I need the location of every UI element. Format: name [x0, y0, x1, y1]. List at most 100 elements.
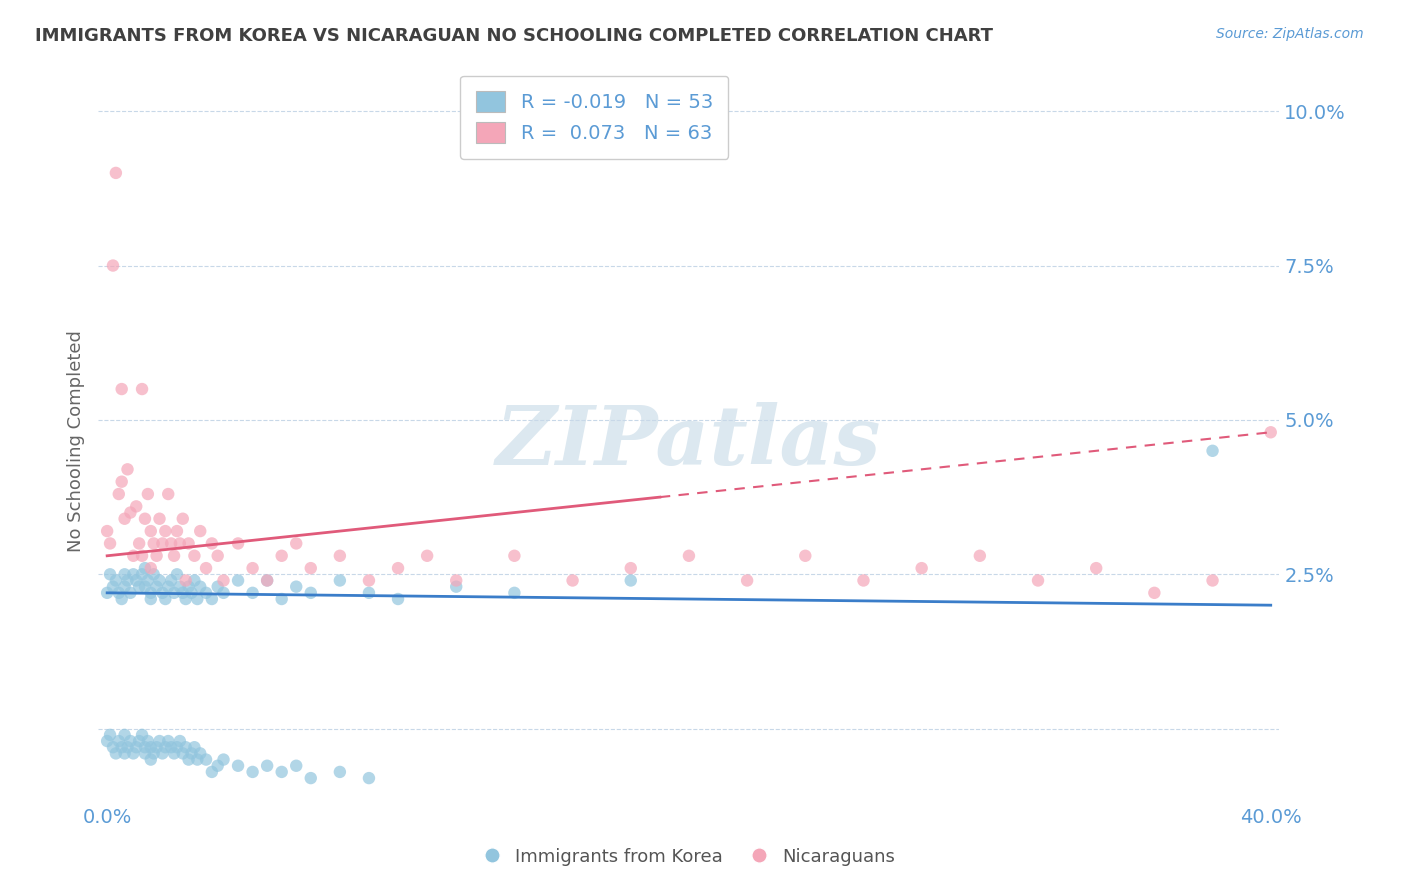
Point: [107, 734, 129, 748]
Point: [177, 580, 200, 594]
Point: [503, 549, 526, 563]
Point: [226, 574, 249, 588]
Point: [157, 487, 180, 501]
Point: [188, 580, 211, 594]
Point: [157, 580, 180, 594]
Point: [155, 740, 177, 755]
Point: [299, 586, 322, 600]
Point: [270, 549, 292, 563]
Point: [416, 549, 439, 563]
Point: [678, 549, 700, 563]
Point: [186, 592, 208, 607]
Point: [169, 580, 191, 594]
Point: [329, 764, 352, 779]
Point: [1085, 561, 1108, 575]
Point: [195, 753, 218, 767]
Point: [207, 580, 229, 594]
Point: [111, 592, 134, 607]
Point: [163, 586, 186, 600]
Point: [114, 512, 136, 526]
Point: [1201, 574, 1223, 588]
Point: [114, 728, 136, 742]
Point: [444, 580, 467, 594]
Point: [98, 567, 121, 582]
Point: [134, 512, 156, 526]
Point: [163, 747, 186, 761]
Point: [329, 549, 352, 563]
Point: [207, 549, 229, 563]
Point: [212, 753, 235, 767]
Point: [207, 758, 229, 772]
Point: [114, 567, 136, 582]
Point: [101, 740, 124, 755]
Point: [174, 740, 197, 755]
Point: [134, 561, 156, 575]
Point: [177, 753, 200, 767]
Point: [735, 574, 758, 588]
Point: [620, 561, 643, 575]
Point: [120, 586, 142, 600]
Point: [969, 549, 991, 563]
Point: [1201, 443, 1223, 458]
Point: [122, 747, 145, 761]
Point: [136, 574, 159, 588]
Point: [183, 549, 205, 563]
Point: [142, 536, 165, 550]
Point: [270, 764, 292, 779]
Point: [101, 259, 124, 273]
Point: [114, 747, 136, 761]
Point: [270, 592, 292, 607]
Point: [139, 753, 162, 767]
Point: [111, 740, 134, 755]
Point: [101, 580, 124, 594]
Point: [794, 549, 817, 563]
Point: [160, 536, 183, 550]
Point: [134, 740, 156, 755]
Point: [98, 728, 121, 742]
Point: [177, 536, 200, 550]
Point: [357, 574, 380, 588]
Point: [242, 764, 264, 779]
Text: ZIPatlas: ZIPatlas: [496, 401, 882, 482]
Point: [107, 487, 129, 501]
Point: [136, 734, 159, 748]
Point: [157, 734, 180, 748]
Point: [329, 574, 352, 588]
Point: [226, 758, 249, 772]
Point: [172, 747, 194, 761]
Point: [285, 580, 308, 594]
Point: [1260, 425, 1282, 440]
Point: [285, 758, 308, 772]
Point: [131, 567, 153, 582]
Point: [152, 747, 174, 761]
Point: [139, 586, 162, 600]
Point: [186, 753, 208, 767]
Point: [166, 524, 188, 538]
Point: [148, 512, 170, 526]
Point: [120, 734, 142, 748]
Point: [503, 586, 526, 600]
Point: [120, 506, 142, 520]
Point: [188, 524, 211, 538]
Point: [104, 574, 127, 588]
Point: [155, 592, 177, 607]
Point: [226, 536, 249, 550]
Point: [104, 166, 127, 180]
Point: [145, 740, 167, 755]
Point: [160, 574, 183, 588]
Point: [1143, 586, 1166, 600]
Point: [166, 567, 188, 582]
Point: [1026, 574, 1049, 588]
Y-axis label: No Schooling Completed: No Schooling Completed: [66, 331, 84, 552]
Point: [131, 549, 153, 563]
Point: [155, 524, 177, 538]
Point: [911, 561, 934, 575]
Point: [125, 574, 148, 588]
Point: [125, 740, 148, 755]
Text: Source: ZipAtlas.com: Source: ZipAtlas.com: [1216, 27, 1364, 41]
Point: [136, 487, 159, 501]
Point: [145, 580, 167, 594]
Point: [152, 536, 174, 550]
Point: [183, 740, 205, 755]
Point: [107, 586, 129, 600]
